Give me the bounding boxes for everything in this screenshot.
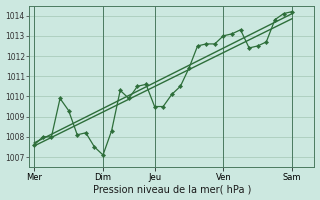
X-axis label: Pression niveau de la mer( hPa ): Pression niveau de la mer( hPa ) (92, 184, 251, 194)
